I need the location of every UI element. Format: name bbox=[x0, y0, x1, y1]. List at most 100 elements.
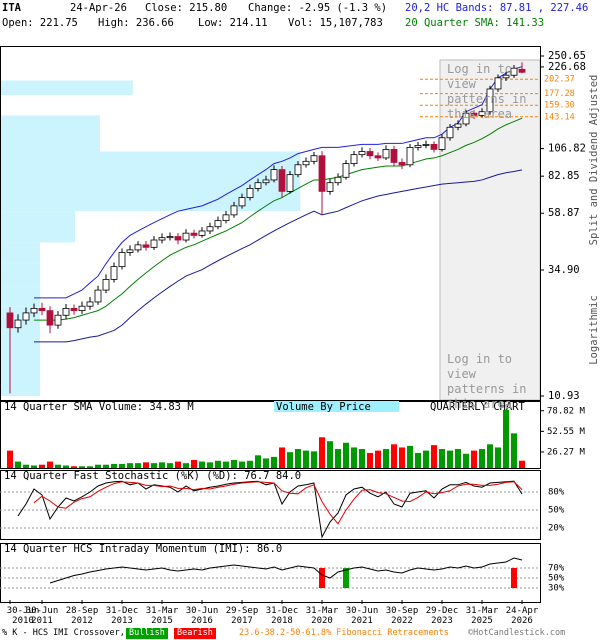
candle-body bbox=[462, 112, 470, 125]
x-tick-label: 29-Sep 2017 bbox=[225, 606, 259, 626]
bearish-signal bbox=[319, 568, 325, 588]
y-tick-label: 50% bbox=[548, 574, 565, 584]
volume-bar bbox=[87, 466, 93, 468]
candle-body bbox=[22, 312, 30, 321]
candle-body bbox=[382, 149, 390, 159]
volume-bar bbox=[415, 452, 421, 468]
y-tick-label: 52.55 M bbox=[547, 427, 586, 437]
volume-bar bbox=[519, 460, 525, 468]
low: Low: 214.11 bbox=[198, 17, 268, 29]
volume-bar bbox=[479, 449, 485, 468]
panel-title: 14 Quarter Fast Stochastic (%K) (%D): 76… bbox=[4, 470, 301, 482]
volume-bar bbox=[287, 452, 293, 468]
volume-bar bbox=[447, 450, 453, 468]
y-tick-label: 82.85 bbox=[548, 170, 580, 182]
candle-body bbox=[30, 307, 38, 314]
candle-body bbox=[454, 123, 462, 128]
candle-body bbox=[406, 146, 414, 166]
candle-body bbox=[446, 126, 454, 139]
candle-body bbox=[142, 244, 150, 248]
y-tick-label: 70% bbox=[548, 564, 565, 574]
y-tick-label: 226.68 bbox=[548, 61, 586, 73]
volume-bar bbox=[183, 463, 189, 468]
volume-bar bbox=[319, 437, 325, 468]
bearish-label: Bearish bbox=[174, 628, 216, 639]
y-tick-label: 26.27 M bbox=[547, 447, 586, 457]
candle-body bbox=[134, 244, 142, 251]
volume-bar bbox=[191, 460, 197, 468]
candle-body bbox=[430, 144, 438, 150]
volume-bar bbox=[383, 449, 389, 468]
y-tick-label: 78.82 M bbox=[547, 406, 586, 416]
volume-bar bbox=[391, 444, 397, 468]
candle-body bbox=[110, 266, 118, 280]
candle-body bbox=[62, 307, 70, 316]
candle-body bbox=[502, 74, 510, 79]
volume-bar bbox=[143, 462, 149, 468]
x-tick-label: 31-Dec 2013 bbox=[105, 606, 139, 626]
axis-note: Logarithmic bbox=[588, 295, 600, 365]
x-tick-label: 31-Mar 2015 bbox=[145, 606, 179, 626]
volume-bar bbox=[263, 458, 269, 468]
volume-bar bbox=[111, 463, 117, 468]
volume-bar bbox=[135, 463, 141, 468]
candle-body bbox=[190, 232, 198, 236]
fibonacci-legend: 23.6-38.2-50-61.8% Fibonacci Retracement… bbox=[239, 628, 449, 638]
x-tick-label: 30-Jun 2016 bbox=[185, 606, 219, 626]
candle-body bbox=[14, 319, 22, 329]
x-tick-label: 31-Mar 2025 bbox=[465, 606, 499, 626]
close: Close: 215.80 bbox=[145, 2, 228, 14]
candle-body bbox=[262, 179, 270, 184]
volume-bar bbox=[7, 450, 13, 468]
volume-bar bbox=[495, 447, 501, 468]
candle-body bbox=[254, 182, 262, 189]
volume-bar bbox=[311, 451, 317, 468]
volume-bar bbox=[207, 462, 213, 468]
volume-bar bbox=[503, 409, 509, 468]
candle-body bbox=[78, 305, 86, 312]
candle-body bbox=[182, 232, 190, 241]
candle-body bbox=[326, 182, 334, 192]
x-tick-label: 30-Jun 2011 bbox=[25, 606, 59, 626]
volume-bar bbox=[335, 449, 341, 468]
fibonacci-label: 159.30 bbox=[544, 101, 575, 111]
volume-bar bbox=[95, 464, 101, 468]
candle-body bbox=[494, 77, 502, 90]
volume-bar bbox=[103, 464, 109, 468]
candle-body bbox=[222, 214, 230, 222]
overlay-line bbox=[34, 117, 523, 321]
panel-subtitle: Volume By Price bbox=[276, 401, 371, 413]
watermark: Log in to view patterns in this area bbox=[447, 62, 527, 121]
volume-bar bbox=[423, 450, 429, 468]
volume-bar bbox=[175, 461, 181, 468]
candle-body bbox=[342, 163, 350, 178]
volume-bar bbox=[55, 464, 61, 468]
candle-body bbox=[470, 112, 478, 116]
panel-title: 14 Quarter SMA Volume: 34.83 M bbox=[4, 401, 194, 413]
volume-bar bbox=[39, 464, 45, 468]
candle-body bbox=[366, 151, 374, 157]
volume-by-price-bar bbox=[0, 211, 76, 243]
volume-bar bbox=[343, 442, 349, 468]
volume-bar bbox=[327, 441, 333, 468]
volume-bar bbox=[255, 455, 261, 468]
x-tick-label: 31-Mar 2020 bbox=[305, 606, 339, 626]
volume-bar bbox=[439, 449, 445, 468]
volume-by-price-bar bbox=[0, 115, 100, 152]
candle-body bbox=[310, 155, 318, 162]
sma: 20 Quarter SMA: 141.33 bbox=[405, 17, 545, 29]
volume-bar bbox=[367, 452, 373, 468]
candle-body bbox=[286, 174, 294, 192]
candle-body bbox=[70, 307, 78, 312]
volume-bar bbox=[295, 449, 301, 468]
volume-bar bbox=[303, 450, 309, 468]
candle-body bbox=[318, 155, 326, 192]
candle-body bbox=[390, 149, 398, 163]
volume-by-price-bar bbox=[0, 242, 40, 264]
candle-body bbox=[94, 289, 102, 303]
candle-body bbox=[278, 169, 286, 192]
candle-body bbox=[158, 237, 166, 241]
volume-by-price-bar bbox=[0, 151, 301, 180]
volume-bar bbox=[407, 445, 413, 468]
